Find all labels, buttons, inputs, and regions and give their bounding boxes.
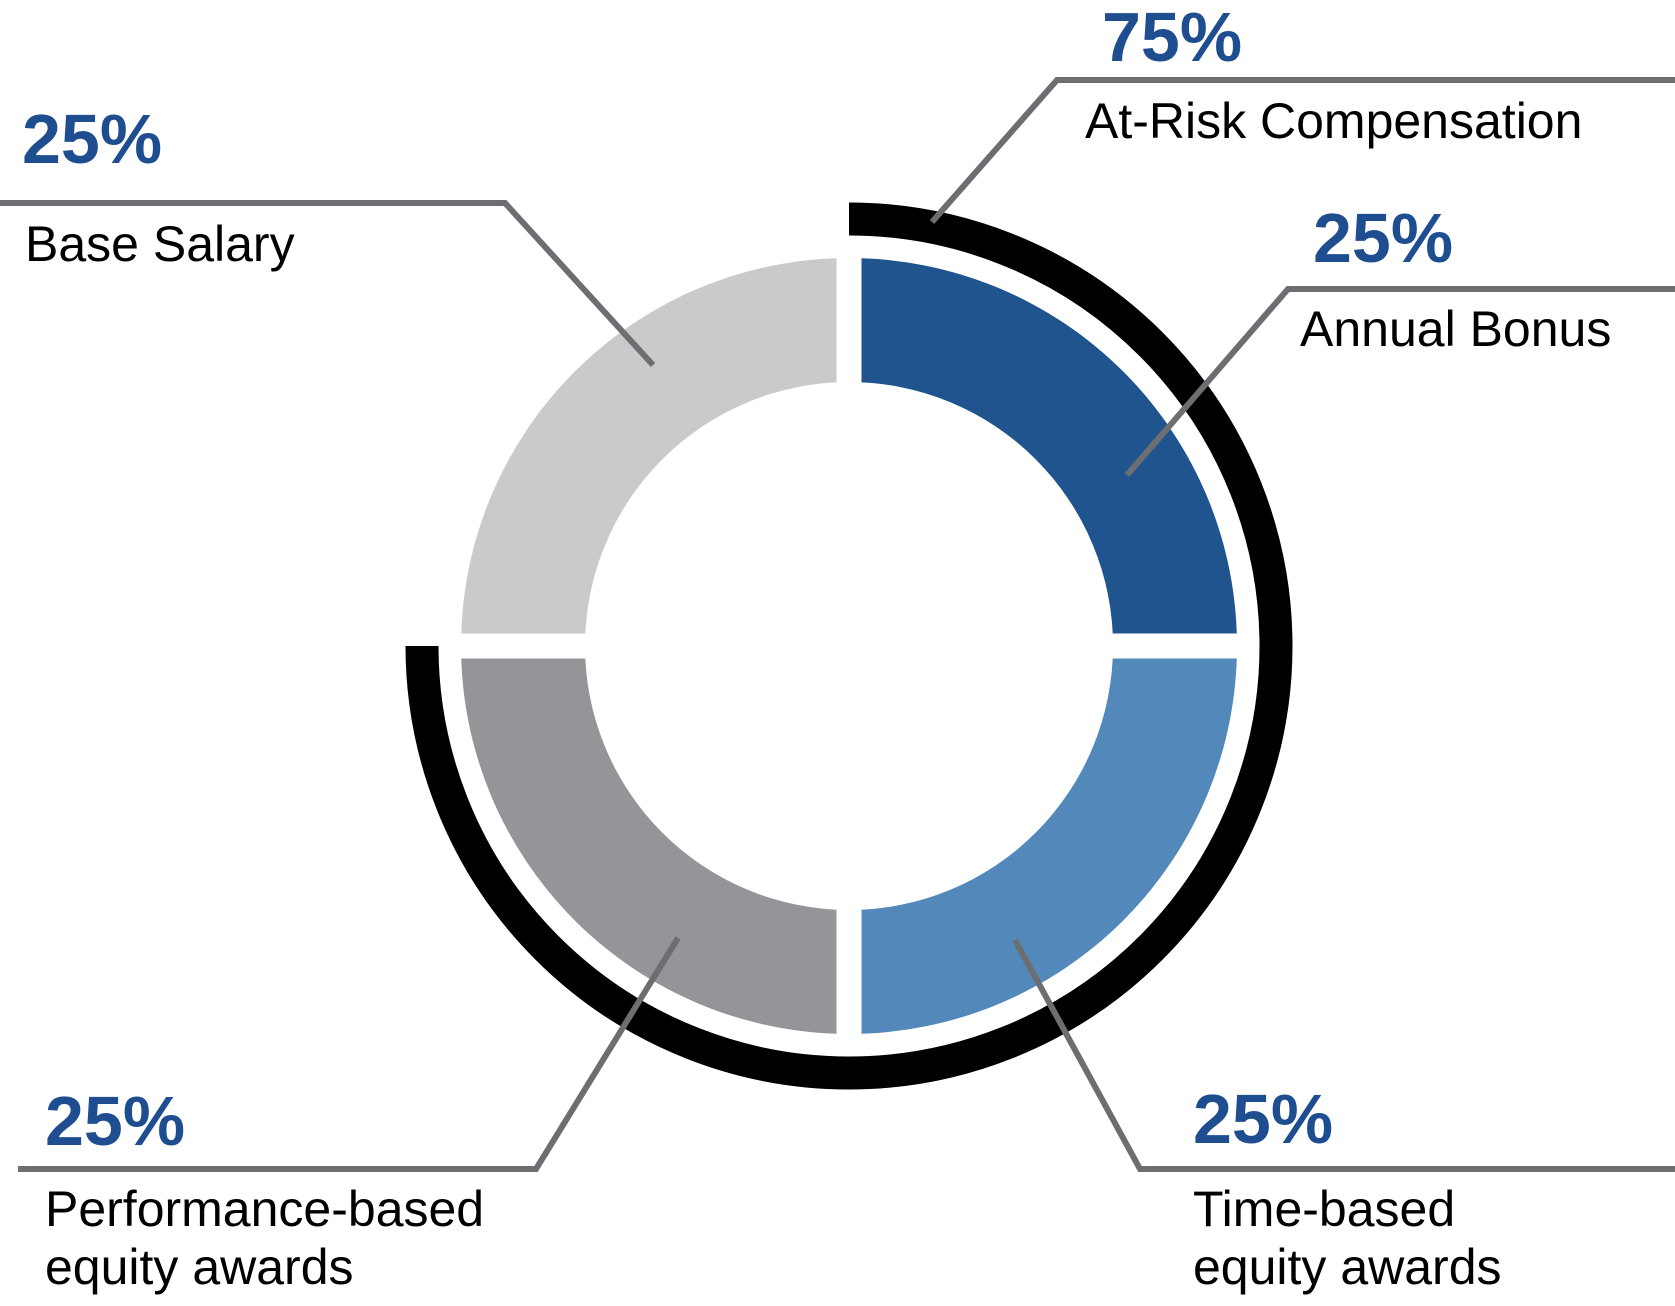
- at-risk-pct: 75%: [1102, 0, 1243, 76]
- performance-based-label-line1: Performance-based: [45, 1181, 485, 1237]
- at-risk-arc: [405, 202, 1293, 1090]
- leader-line-annual-bonus: [1124, 286, 1675, 477]
- time-based-pct: 25%: [1193, 1080, 1334, 1158]
- annual-bonus-pct: 25%: [1313, 199, 1454, 277]
- time-based-label-line2: equity awards: [1193, 1239, 1502, 1295]
- segment-annual-bonus: [849, 258, 1237, 646]
- base-salary-label: Base Salary: [25, 215, 295, 273]
- segment-performance-based: [461, 646, 849, 1034]
- time-based-label-line1: Time-based: [1193, 1181, 1456, 1237]
- base-salary-pct: 25%: [22, 100, 163, 178]
- leader-line-at-risk: [929, 77, 1675, 224]
- segment-time-based: [849, 646, 1237, 1034]
- at-risk-label-line: At-Risk Compensation: [1085, 93, 1583, 149]
- performance-based-label-line2: equity awards: [45, 1239, 354, 1295]
- base-salary-label-line: Base Salary: [25, 216, 295, 272]
- leader-line-base-salary: [0, 200, 656, 368]
- annual-bonus-label-line: Annual Bonus: [1300, 301, 1612, 357]
- annual-bonus-label: Annual Bonus: [1300, 300, 1611, 358]
- time-based-label: Time-based equity awards: [1193, 1180, 1502, 1296]
- performance-based-pct: 25%: [45, 1082, 186, 1160]
- leader-line-time-based: [1012, 938, 1675, 1172]
- segment-base-salary: [461, 258, 849, 646]
- leader-line-performance-based: [18, 936, 681, 1172]
- at-risk-label: At-Risk Compensation: [1085, 92, 1582, 150]
- performance-based-label: Performance-based equity awards: [45, 1180, 484, 1296]
